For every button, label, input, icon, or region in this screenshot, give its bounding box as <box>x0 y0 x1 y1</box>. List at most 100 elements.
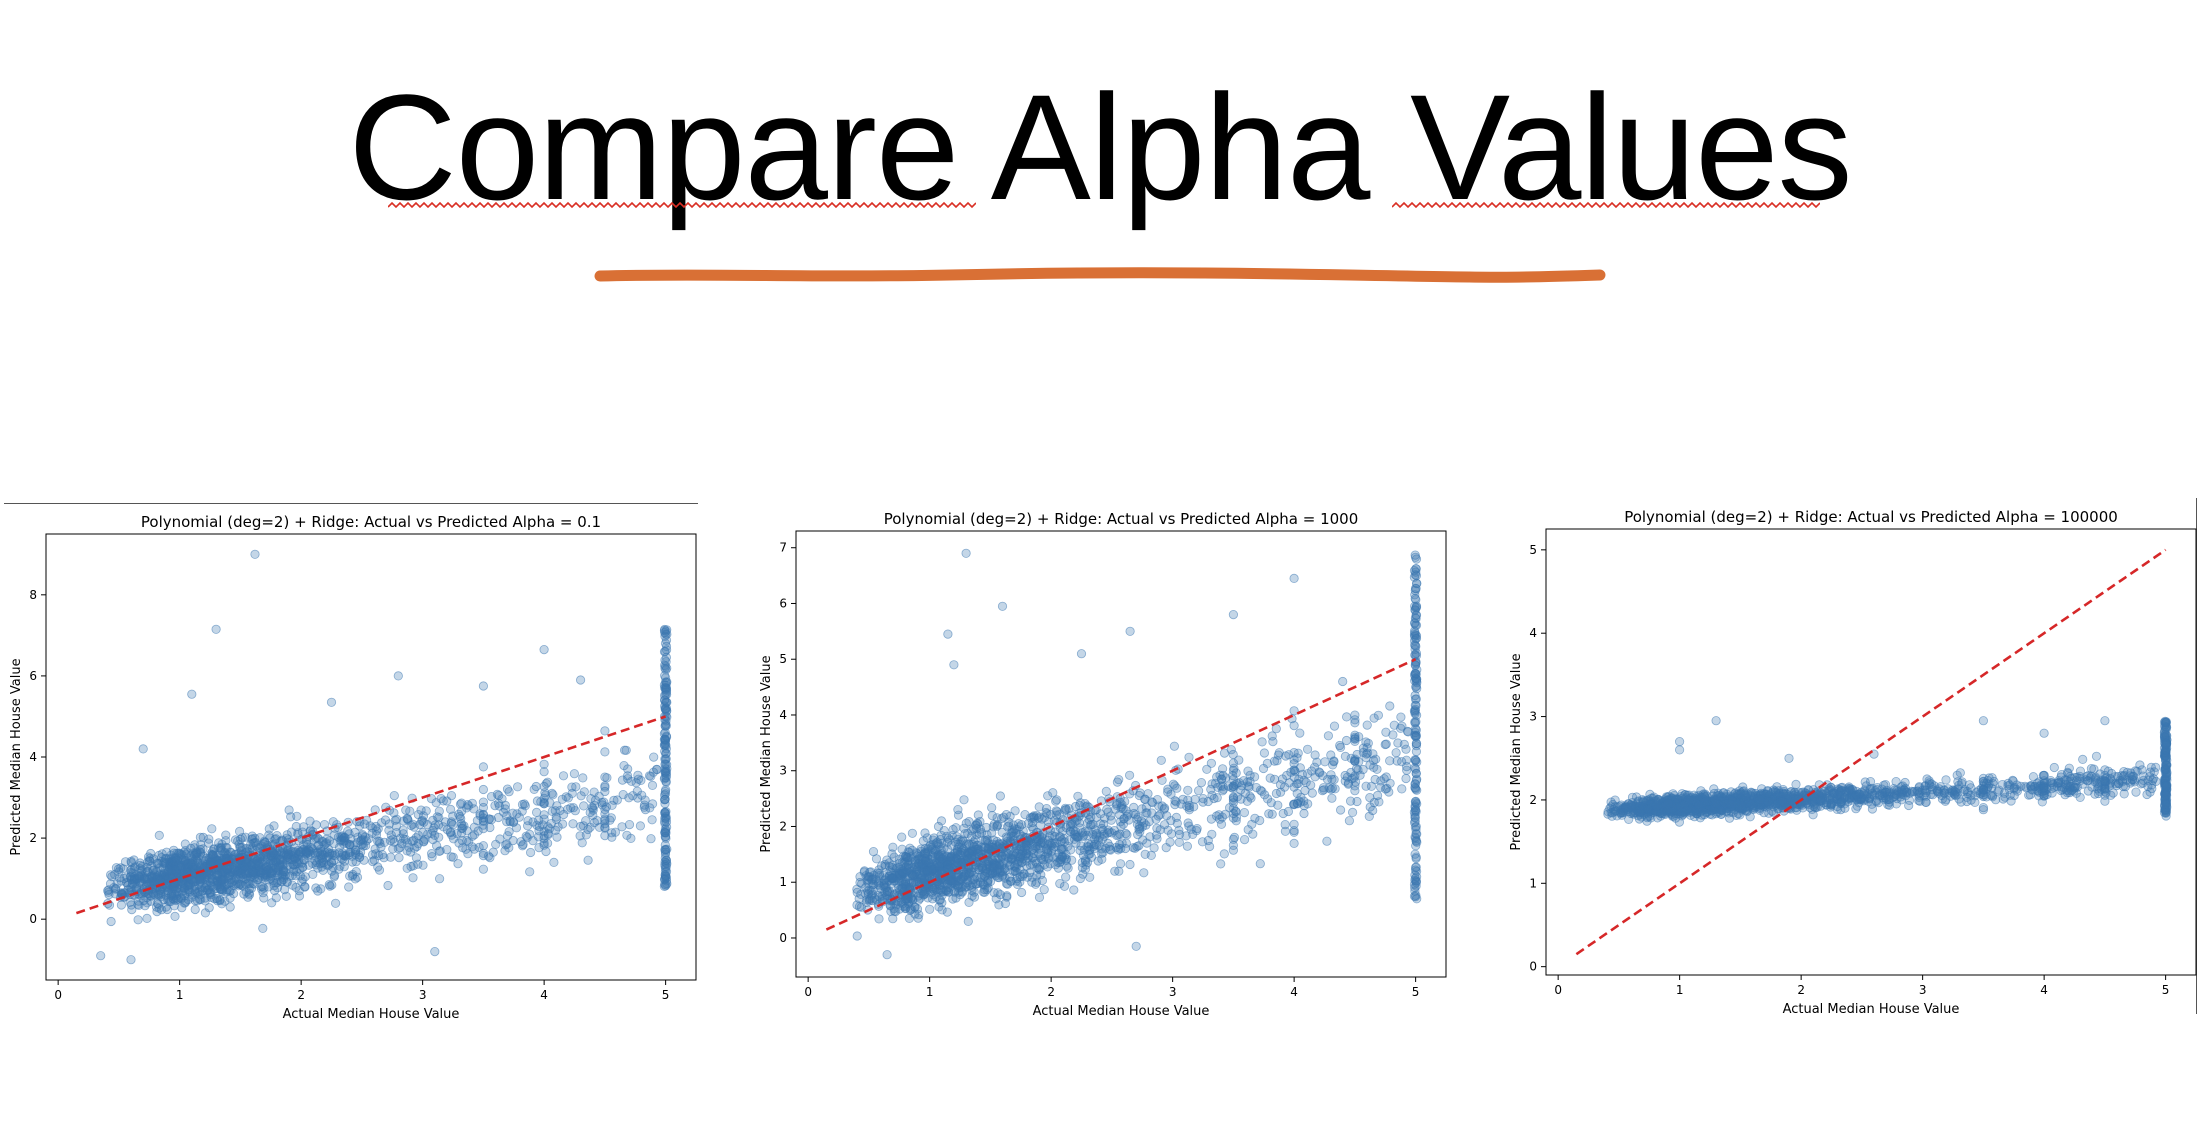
scatter-point <box>430 946 440 957</box>
y-tick-label: 4 <box>779 708 787 722</box>
scatter-point <box>971 879 981 889</box>
scatter-point <box>328 817 338 827</box>
scatter-point <box>1027 817 1038 828</box>
scatter-point <box>1114 774 1124 785</box>
scatter-point <box>1282 770 1292 781</box>
scatter-point <box>1010 806 1020 816</box>
scatter-point <box>1055 878 1065 889</box>
scatter-point <box>1171 812 1181 822</box>
scatter-point <box>397 838 407 849</box>
scatter-point <box>170 911 180 921</box>
scatter-point <box>1038 854 1048 865</box>
scatter-point <box>1409 640 1420 650</box>
scatter-point <box>961 548 971 558</box>
scatter-point <box>600 726 610 736</box>
scatter-point <box>171 895 181 906</box>
scatter-point <box>1257 737 1267 747</box>
scatter-point <box>936 830 946 840</box>
scatter-point <box>1341 735 1352 746</box>
scatter-point <box>583 855 593 865</box>
chart-svg: Polynomial (deg=2) + Ridge: Actual vs Pr… <box>9 513 697 1018</box>
scatter-point <box>882 887 892 897</box>
scatter-point <box>1314 767 1324 777</box>
scatter-point <box>330 898 341 908</box>
x-tick-label: 2 <box>297 988 305 1002</box>
scatter-point <box>1016 820 1027 830</box>
scatter-point <box>413 830 423 840</box>
y-axis-label: Predicted Median House Value <box>759 655 774 852</box>
scatter-point <box>1411 833 1421 843</box>
scatter-point <box>1091 831 1101 842</box>
scatter-point <box>1289 827 1299 837</box>
y-tick-label: 7 <box>779 541 787 555</box>
scatter-point <box>138 744 148 754</box>
scatter-point <box>216 880 227 890</box>
scatter-point <box>624 819 635 830</box>
scatter-point <box>434 874 445 884</box>
scatter-point <box>478 850 488 861</box>
scatter-point <box>1275 787 1286 797</box>
scatter-point <box>1381 727 1391 737</box>
scatter-point <box>341 850 351 860</box>
scatter-point <box>987 803 997 813</box>
scatter-point <box>379 837 389 847</box>
scatter-point <box>272 883 283 893</box>
scatter-point <box>398 829 408 839</box>
scatter-point <box>525 847 536 858</box>
scatter-point <box>1297 769 1308 779</box>
scatter-point <box>497 794 507 804</box>
scatter-point <box>495 834 505 844</box>
scatter-point <box>301 837 312 847</box>
scatter-point <box>403 815 413 825</box>
scatter-point <box>579 801 589 811</box>
scatter-point <box>190 877 200 887</box>
scatter-point <box>1239 807 1249 818</box>
scatter-point <box>258 868 268 879</box>
scatter-point <box>525 867 535 877</box>
scatter-point <box>204 903 214 913</box>
y-tick-label: 4 <box>29 750 37 764</box>
scatter-point <box>1000 863 1010 873</box>
scatter-point <box>660 759 670 769</box>
scatter-point <box>1391 748 1401 758</box>
scatter-point <box>236 868 246 878</box>
scatter-points <box>96 549 672 965</box>
y-tick-label: 8 <box>29 588 37 602</box>
scatter-point <box>1219 748 1230 758</box>
chart-svg: Polynomial (deg=2) + Ridge: Actual vs Pr… <box>759 510 1447 1015</box>
scatter-point <box>661 828 671 838</box>
scatter-point <box>987 810 997 821</box>
plot-frame <box>45 533 697 981</box>
scatter-point <box>274 854 284 865</box>
scatter-point <box>555 805 565 816</box>
scatter-point <box>508 835 518 846</box>
scatter-point <box>104 885 114 895</box>
scatter-point <box>253 859 263 869</box>
scatter-point <box>1005 876 1016 886</box>
scatter-point <box>426 828 436 838</box>
scatter-point <box>1119 813 1129 824</box>
scatter-point <box>660 807 670 818</box>
scatter-point <box>600 814 610 824</box>
scatter-points <box>1603 716 2172 827</box>
scatter-point <box>377 850 387 860</box>
scatter-point <box>208 882 218 892</box>
scatter-point <box>504 827 514 837</box>
slide-title[interactable]: Compare Alpha Values <box>348 63 1852 231</box>
scatter-point <box>1410 690 1420 701</box>
scatter-point <box>600 786 610 797</box>
scatter-point <box>392 814 402 824</box>
scatter-point <box>432 812 442 822</box>
scatter-point <box>522 821 533 831</box>
scatter-point <box>162 881 172 892</box>
scatter-point <box>103 887 114 897</box>
scatter-point <box>488 847 498 857</box>
scatter-point <box>384 819 394 829</box>
scatter-point <box>1245 776 1255 787</box>
scatter-point <box>502 784 513 794</box>
scatter-point <box>539 759 549 769</box>
scatter-point <box>539 781 549 792</box>
scatter-point <box>408 873 418 883</box>
scatter-point <box>405 847 416 857</box>
scatter-point <box>214 843 224 853</box>
